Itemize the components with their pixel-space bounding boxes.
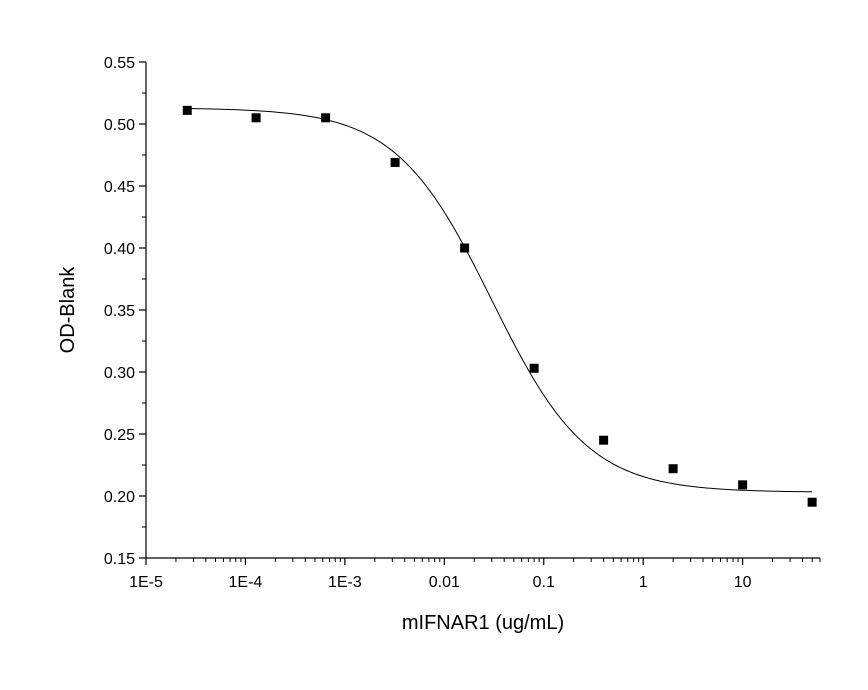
y-tick-label: 0.40 bbox=[104, 241, 135, 258]
data-point bbox=[182, 105, 192, 115]
y-tick-label: 0.45 bbox=[104, 179, 135, 196]
x-tick-label: 10 bbox=[734, 574, 752, 591]
data-point bbox=[321, 113, 331, 123]
y-tick-label: 0.15 bbox=[104, 551, 135, 568]
y-tick-label: 0.50 bbox=[104, 117, 135, 134]
data-point bbox=[529, 363, 539, 373]
y-axis-title: OD-Blank bbox=[57, 266, 79, 354]
y-tick-label: 0.35 bbox=[104, 303, 135, 320]
data-point bbox=[668, 464, 678, 474]
x-tick-label: 0.01 bbox=[429, 574, 460, 591]
y-tick-label: 0.20 bbox=[104, 489, 135, 506]
data-point bbox=[807, 497, 817, 507]
data-points-layer bbox=[182, 105, 817, 507]
fit-curve-layer bbox=[187, 108, 813, 493]
data-point bbox=[738, 480, 748, 490]
y-tick-label: 0.55 bbox=[104, 55, 135, 72]
y-tick-label: 0.25 bbox=[104, 427, 135, 444]
x-tick-label: 1E-4 bbox=[229, 574, 263, 591]
x-tick-label: 1E-5 bbox=[129, 574, 163, 591]
data-point bbox=[460, 243, 470, 253]
data-point bbox=[251, 113, 261, 123]
fit-curve bbox=[187, 108, 813, 493]
data-point bbox=[599, 435, 609, 445]
x-tick-label: 1 bbox=[639, 574, 648, 591]
x-tick-label: 0.1 bbox=[533, 574, 555, 591]
data-point bbox=[390, 157, 400, 167]
y-tick-label: 0.30 bbox=[104, 365, 135, 382]
x-axis-title: mIFNAR1 (ug/mL) bbox=[402, 612, 564, 634]
x-tick-label: 1E-3 bbox=[328, 574, 362, 591]
axes: 0.15 0.20 0.25 0.30 0.35 0.40 0.45 0.50 0.55 1E-5… bbox=[104, 55, 821, 591]
